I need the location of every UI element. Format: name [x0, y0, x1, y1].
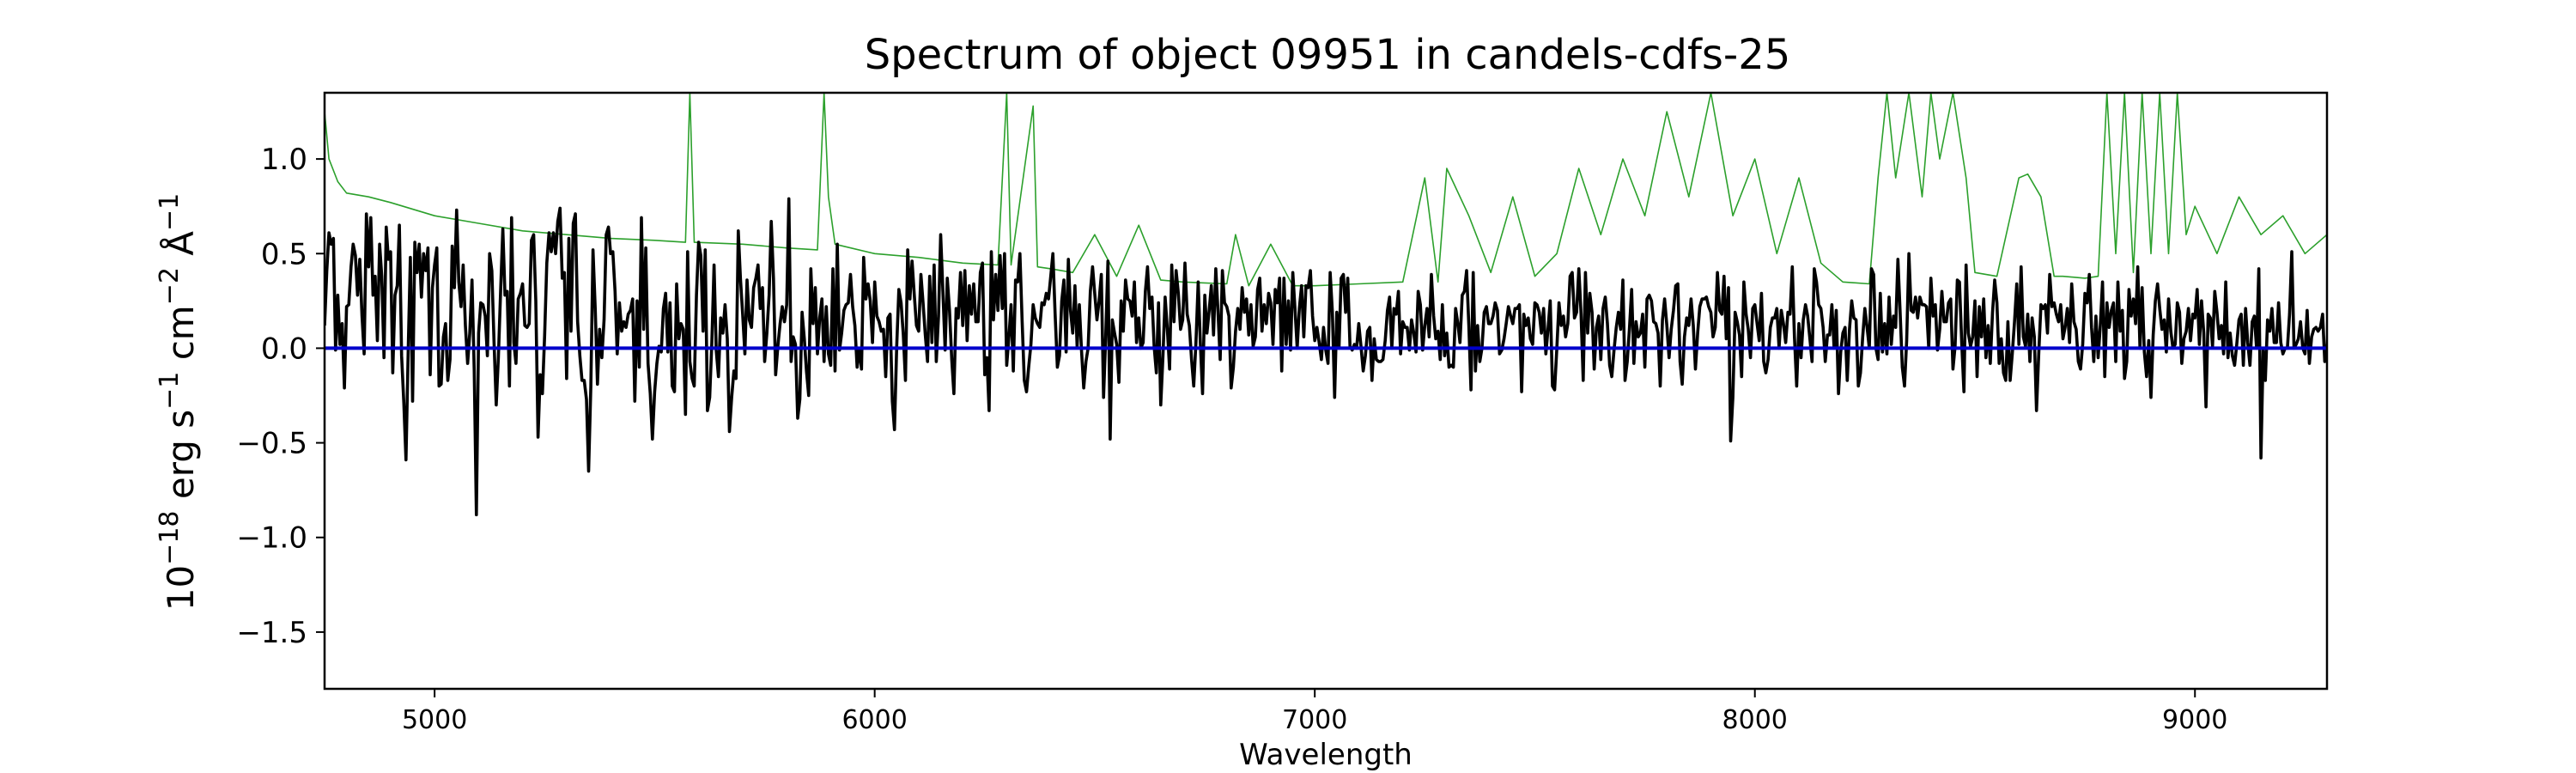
- y-label-exp-2: −1: [155, 372, 185, 410]
- tick-layer: 5000 6000 7000 8000 9000 −1.5 −1.0 −0.5 0.0 0.5 1.…: [236, 143, 2227, 735]
- svg-text:10−18 erg s−1 cm−2 Å−1: 10−18 erg s−1 cm−2 Å−1: [155, 193, 202, 612]
- y-tick-label: 0.0: [261, 332, 307, 366]
- chart-title: Spectrum of object 09951 in candels-cdfs…: [865, 31, 1791, 79]
- x-tick-label: 9000: [2162, 705, 2227, 735]
- y-label-unit-1: erg s: [160, 410, 202, 511]
- plot-frame: [323, 91, 2329, 691]
- y-label-base: 10: [160, 565, 202, 611]
- y-label-exp-4: −1: [155, 193, 185, 231]
- x-tick-label: 6000: [841, 705, 907, 735]
- flux-series-line: [325, 197, 2327, 517]
- x-axis-label: Wavelength: [1239, 738, 1413, 772]
- y-label-exp-1: −18: [155, 511, 185, 565]
- y-label-exp-3: −2: [155, 267, 185, 305]
- x-tick-label: 7000: [1282, 705, 1347, 735]
- y-tick-label: −1.5: [236, 616, 307, 650]
- y-tick-label: −1.0: [236, 521, 307, 556]
- y-tick-label: 0.5: [261, 237, 307, 271]
- x-tick-label: 8000: [1722, 705, 1788, 735]
- x-tick-label: 5000: [402, 705, 467, 735]
- series-layer: [325, 93, 2327, 517]
- y-tick-label: −0.5: [236, 427, 307, 461]
- error-series-line: [325, 93, 2327, 287]
- y-axis-label: 10−18 erg s−1 cm−2 Å−1: [155, 193, 202, 612]
- y-tick-label: 1.0: [261, 143, 307, 177]
- y-label-unit-2: cm: [160, 305, 202, 371]
- y-label-unit-3: Å: [159, 231, 202, 267]
